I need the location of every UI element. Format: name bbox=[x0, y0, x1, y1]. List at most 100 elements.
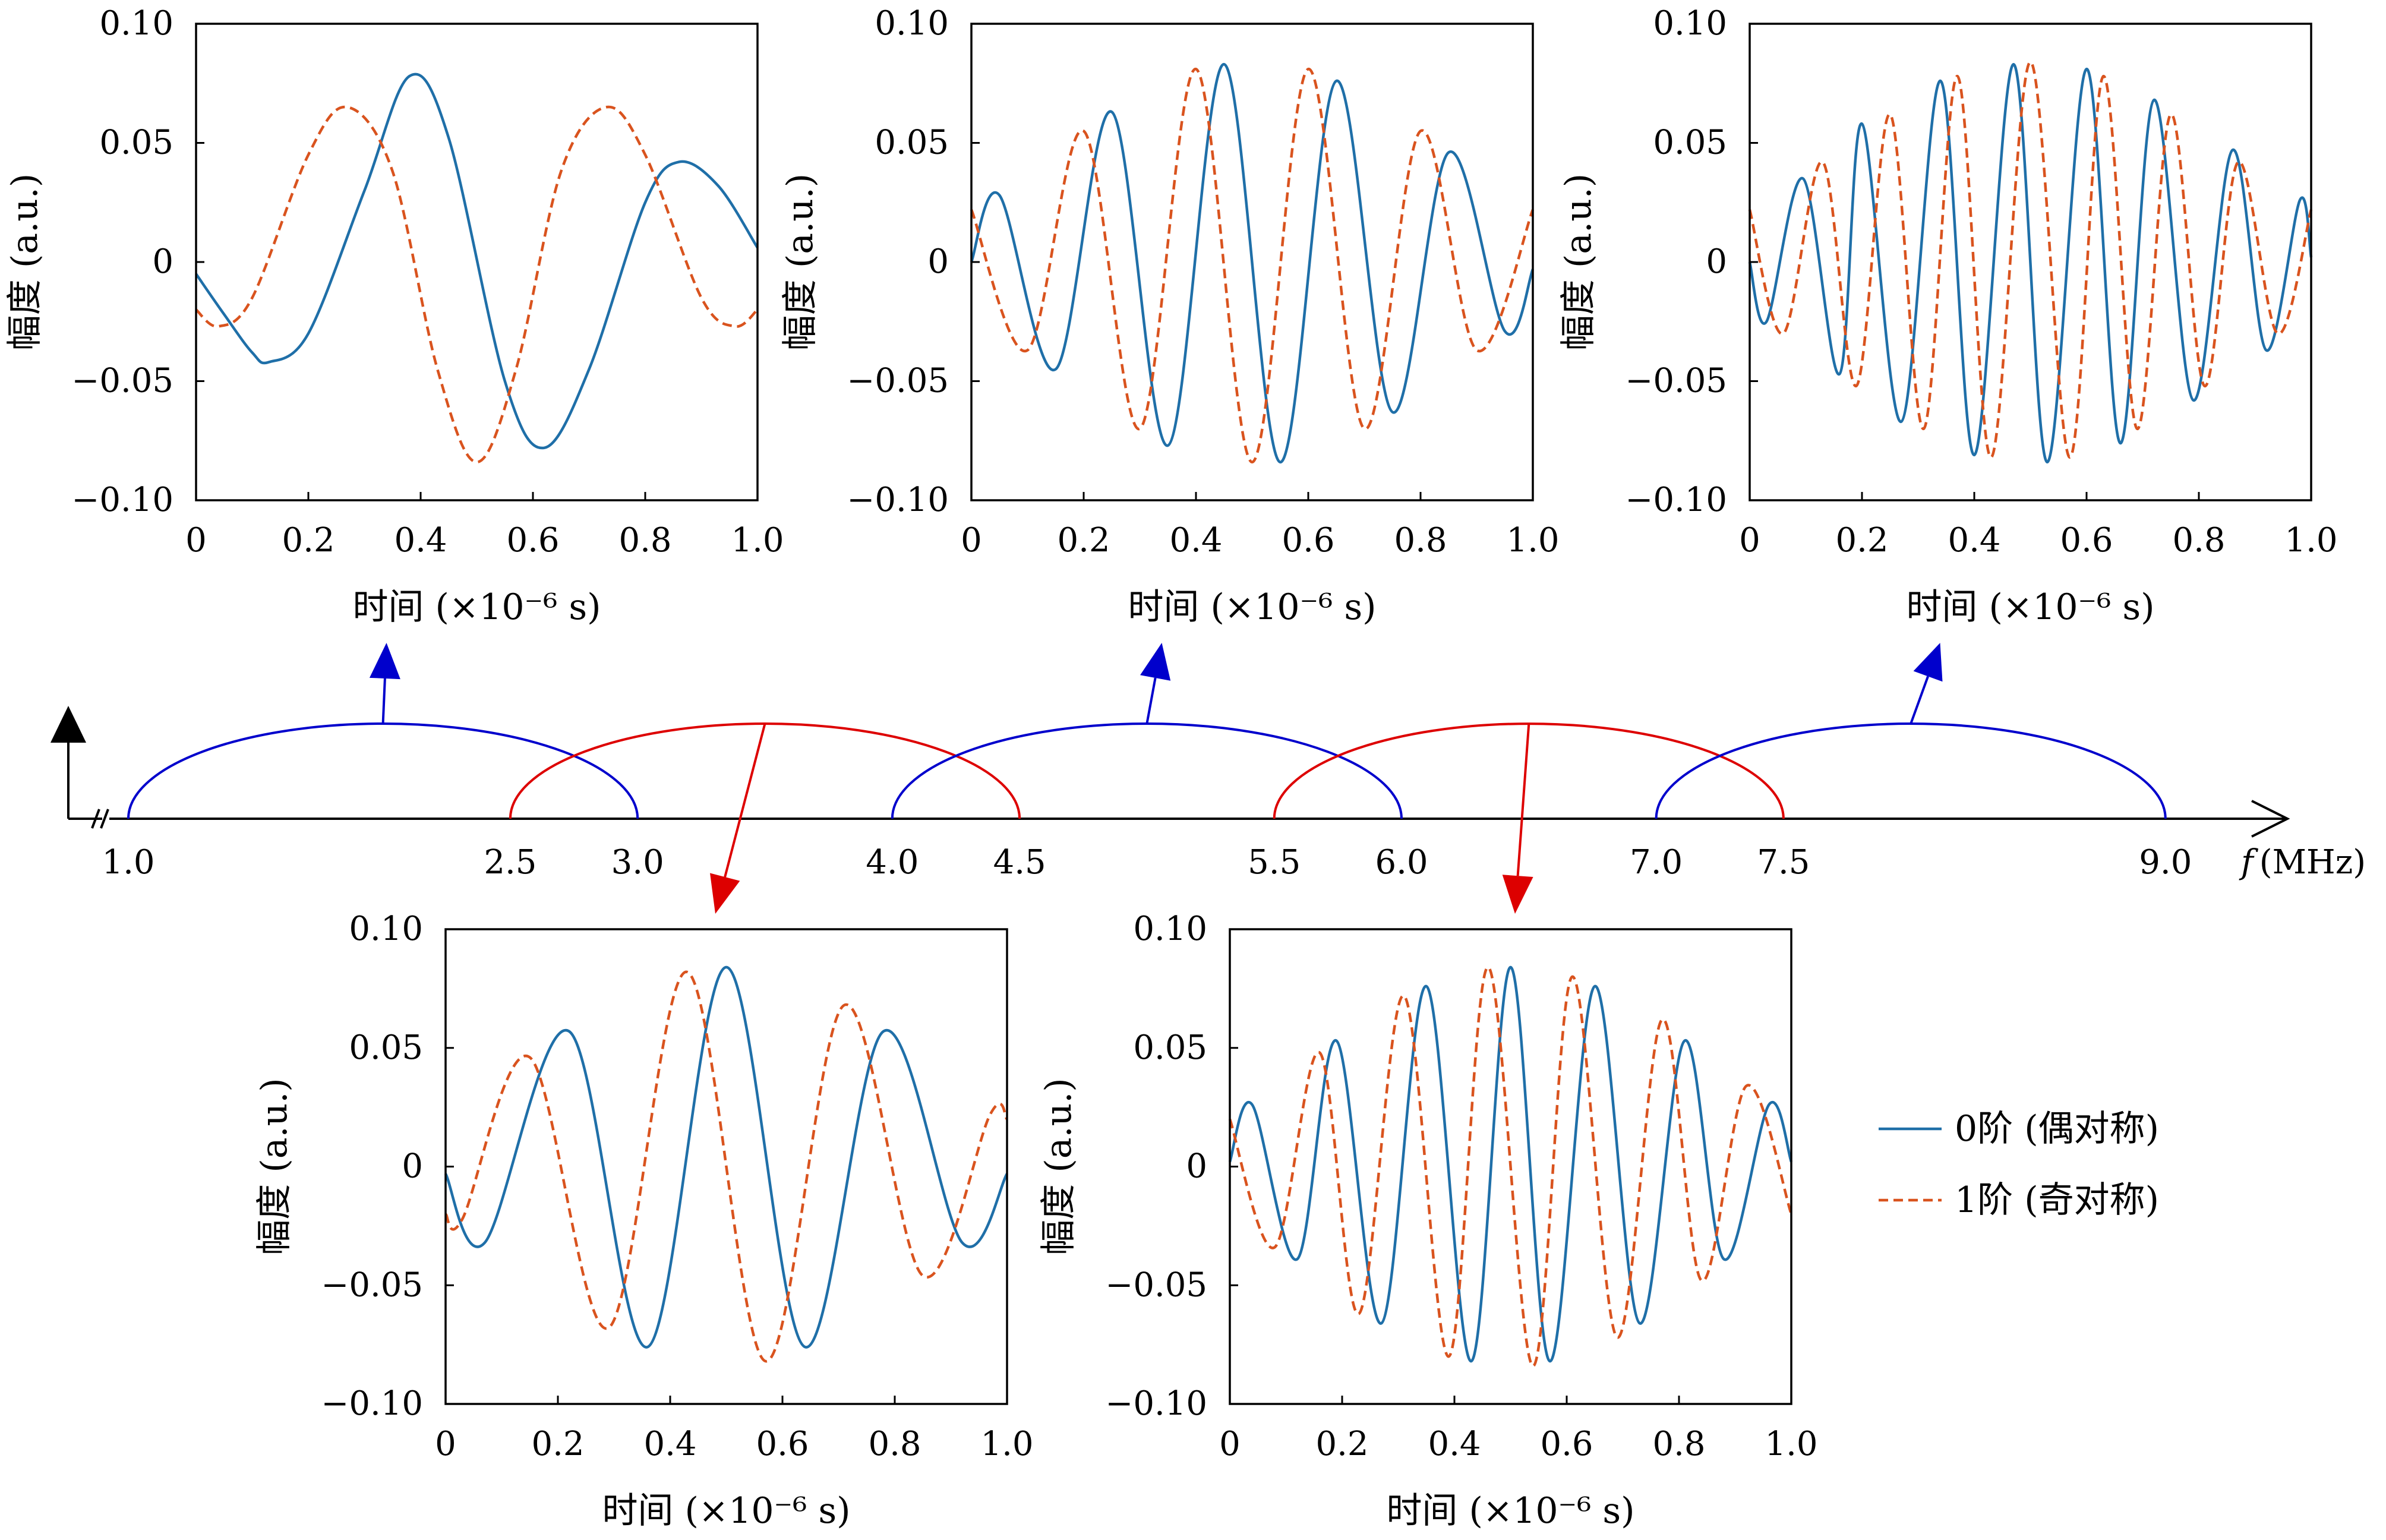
amplitude-axis-arrowhead bbox=[51, 706, 86, 743]
panel-bottom-1: 0 0.2 0.4 0.6 0.8 1.0 0.10 0.05 0 −0.05 −0.10 时间 (×… bbox=[254, 910, 1034, 1532]
frequency-band-arc bbox=[891, 722, 1403, 819]
x-tick-label: 0.8 bbox=[618, 521, 671, 560]
frequency-tick-label: 7.5 bbox=[1757, 843, 1810, 882]
frequency-tick-label: 6.0 bbox=[1375, 843, 1428, 882]
y-tick-label: −0.05 bbox=[1625, 362, 1727, 400]
frequency-band-arc bbox=[509, 722, 1021, 819]
axis-break-mark bbox=[91, 809, 100, 829]
x-tick-label: 0 bbox=[961, 521, 982, 560]
y-tick-label: 0 bbox=[152, 242, 173, 281]
x-axis-label: 时间 (×10⁻⁶ s) bbox=[1386, 1490, 1634, 1532]
frequency-band-arc bbox=[1655, 722, 2167, 819]
x-tick-label: 0 bbox=[1739, 521, 1760, 560]
x-tick-label: 1.0 bbox=[1506, 521, 1559, 560]
frequency-band-arc bbox=[127, 722, 639, 819]
x-tick-label: 0.4 bbox=[394, 521, 447, 560]
x-tick-label: 0.8 bbox=[1394, 521, 1447, 560]
frequency-axis-label: f (MHz) bbox=[2239, 843, 2366, 882]
y-axis-label: 幅度 (a.u.) bbox=[1038, 1078, 1080, 1255]
panel-top-2: 0 0.2 0.4 0.6 0.8 1.0 0.10 0.05 0 −0.05 −0.10 时间 (×… bbox=[779, 4, 1560, 628]
series-line-order0 bbox=[1228, 965, 1793, 1363]
x-tick-label: 0.8 bbox=[2172, 521, 2225, 560]
panel-bottom-2: 0 0.2 0.4 0.6 0.8 1.0 0.10 0.05 0 −0.05 −0.10 时间 (×… bbox=[1038, 910, 1818, 1532]
y-axis-label: 幅度 (a.u.) bbox=[779, 173, 821, 351]
y-tick-label: −0.05 bbox=[847, 362, 949, 400]
frequency-axis-arrowhead bbox=[2251, 800, 2290, 838]
y-tick-label: 0.10 bbox=[349, 910, 423, 948]
frequency-tick-label: 9.0 bbox=[2139, 843, 2192, 882]
x-tick-label: 0.4 bbox=[1169, 521, 1222, 560]
y-tick-label: 0.05 bbox=[1653, 124, 1727, 162]
y-tick-label: 0 bbox=[1186, 1147, 1207, 1186]
series-line-order0 bbox=[195, 72, 759, 450]
series-line-order0 bbox=[1748, 62, 2313, 464]
y-axis-label: 幅度 (a.u.) bbox=[1558, 173, 1599, 351]
series-line-order1 bbox=[970, 67, 1535, 464]
band-pointer-arrowhead bbox=[1502, 875, 1533, 914]
y-tick-label: 0.05 bbox=[99, 124, 173, 162]
x-axis-label: 时间 (×10⁻⁶ s) bbox=[1906, 586, 2154, 628]
x-tick-label: 0.6 bbox=[1540, 1425, 1593, 1463]
frequency-axis-label-unit: (MHz) bbox=[2259, 843, 2366, 882]
y-tick-label: 0.05 bbox=[1133, 1028, 1207, 1067]
legend-label-order0: 0阶 (偶对称) bbox=[1955, 1108, 2159, 1150]
x-tick-label: 0 bbox=[435, 1425, 456, 1463]
series-line-order0 bbox=[444, 965, 1008, 1349]
band-pointer-line bbox=[1145, 677, 1157, 724]
legend-label-order1: 1阶 (奇对称) bbox=[1955, 1179, 2159, 1221]
y-tick-label: 0 bbox=[927, 242, 949, 281]
y-tick-label: −0.05 bbox=[71, 362, 173, 400]
y-axis-label: 幅度 (a.u.) bbox=[254, 1078, 295, 1255]
x-tick-label: 0.2 bbox=[531, 1425, 584, 1463]
band-pointer-arrowhead bbox=[369, 643, 400, 680]
series-line-order1 bbox=[444, 970, 1008, 1363]
frequency-tick-label: 1.0 bbox=[102, 843, 154, 882]
x-tick-label: 0.8 bbox=[1652, 1425, 1705, 1463]
y-tick-label: 0.10 bbox=[99, 4, 173, 43]
x-tick-label: 1.0 bbox=[731, 521, 784, 560]
band-pointer-line bbox=[1516, 723, 1530, 876]
panel-top-1: 0 0.2 0.4 0.6 0.8 1.0 0.10 0.05 0 −0.05 −0.10 时间 (×… bbox=[4, 4, 784, 628]
series-line-order0 bbox=[970, 62, 1535, 464]
x-tick-label: 1.0 bbox=[2284, 521, 2337, 560]
x-tick-label: 0.8 bbox=[868, 1425, 921, 1463]
x-axis-label: 时间 (×10⁻⁶ s) bbox=[1128, 586, 1376, 628]
series-line-order1 bbox=[1748, 60, 2313, 459]
y-tick-label: 0.05 bbox=[349, 1028, 423, 1067]
y-tick-label: 0 bbox=[402, 1147, 423, 1186]
frequency-tick-label: 3.0 bbox=[611, 843, 664, 882]
x-tick-label: 0.6 bbox=[1282, 521, 1334, 560]
x-tick-label: 0.4 bbox=[643, 1425, 696, 1463]
band-pointer-line bbox=[724, 723, 766, 878]
x-tick-label: 1.0 bbox=[1765, 1425, 1817, 1463]
y-tick-label: −0.10 bbox=[71, 481, 173, 519]
series-line-order1 bbox=[1228, 965, 1793, 1368]
panel-top-3: 0 0.2 0.4 0.6 0.8 1.0 0.10 0.05 0 −0.05 −0.10 时间 (×… bbox=[1558, 4, 2338, 628]
x-axis-label: 时间 (×10⁻⁶ s) bbox=[602, 1490, 850, 1532]
frequency-tick-label: 4.5 bbox=[993, 843, 1046, 882]
panels: 0 0.2 0.4 0.6 0.8 1.0 0.10 0.05 0 −0.05 −0.10 时间 (×… bbox=[4, 4, 2338, 1532]
frequency-axis: 1.0 2.5 3.0 4.0 4.5 5.5 6.0 7.0 7.5 9.0 f (MHz) bbox=[51, 643, 2366, 914]
band-pointer-arrowhead bbox=[1913, 643, 1943, 682]
band-pointer-arrowhead bbox=[710, 873, 740, 914]
y-tick-label: −0.10 bbox=[1625, 481, 1727, 519]
band-pointer-line bbox=[381, 678, 386, 724]
x-tick-label: 0.2 bbox=[1057, 521, 1110, 560]
y-tick-label: −0.05 bbox=[1105, 1266, 1207, 1304]
y-tick-label: −0.05 bbox=[321, 1266, 423, 1304]
x-tick-label: 0.6 bbox=[506, 521, 559, 560]
y-axis-label: 幅度 (a.u.) bbox=[4, 173, 46, 351]
x-tick-label: 0.4 bbox=[1428, 1425, 1481, 1463]
y-tick-label: 0.10 bbox=[1133, 910, 1207, 948]
frequency-tick-label: 7.0 bbox=[1630, 843, 1683, 882]
x-tick-label: 0.6 bbox=[2060, 521, 2113, 560]
y-tick-label: −0.10 bbox=[321, 1384, 423, 1423]
y-tick-label: 0.05 bbox=[875, 124, 949, 162]
band-pointer-arrowhead bbox=[1140, 643, 1171, 681]
x-tick-label: 0 bbox=[1219, 1425, 1241, 1463]
x-tick-label: 0 bbox=[185, 521, 207, 560]
x-tick-label: 1.0 bbox=[980, 1425, 1033, 1463]
band-pointer-line bbox=[1910, 676, 1929, 724]
y-tick-label: 0 bbox=[1706, 242, 1727, 281]
